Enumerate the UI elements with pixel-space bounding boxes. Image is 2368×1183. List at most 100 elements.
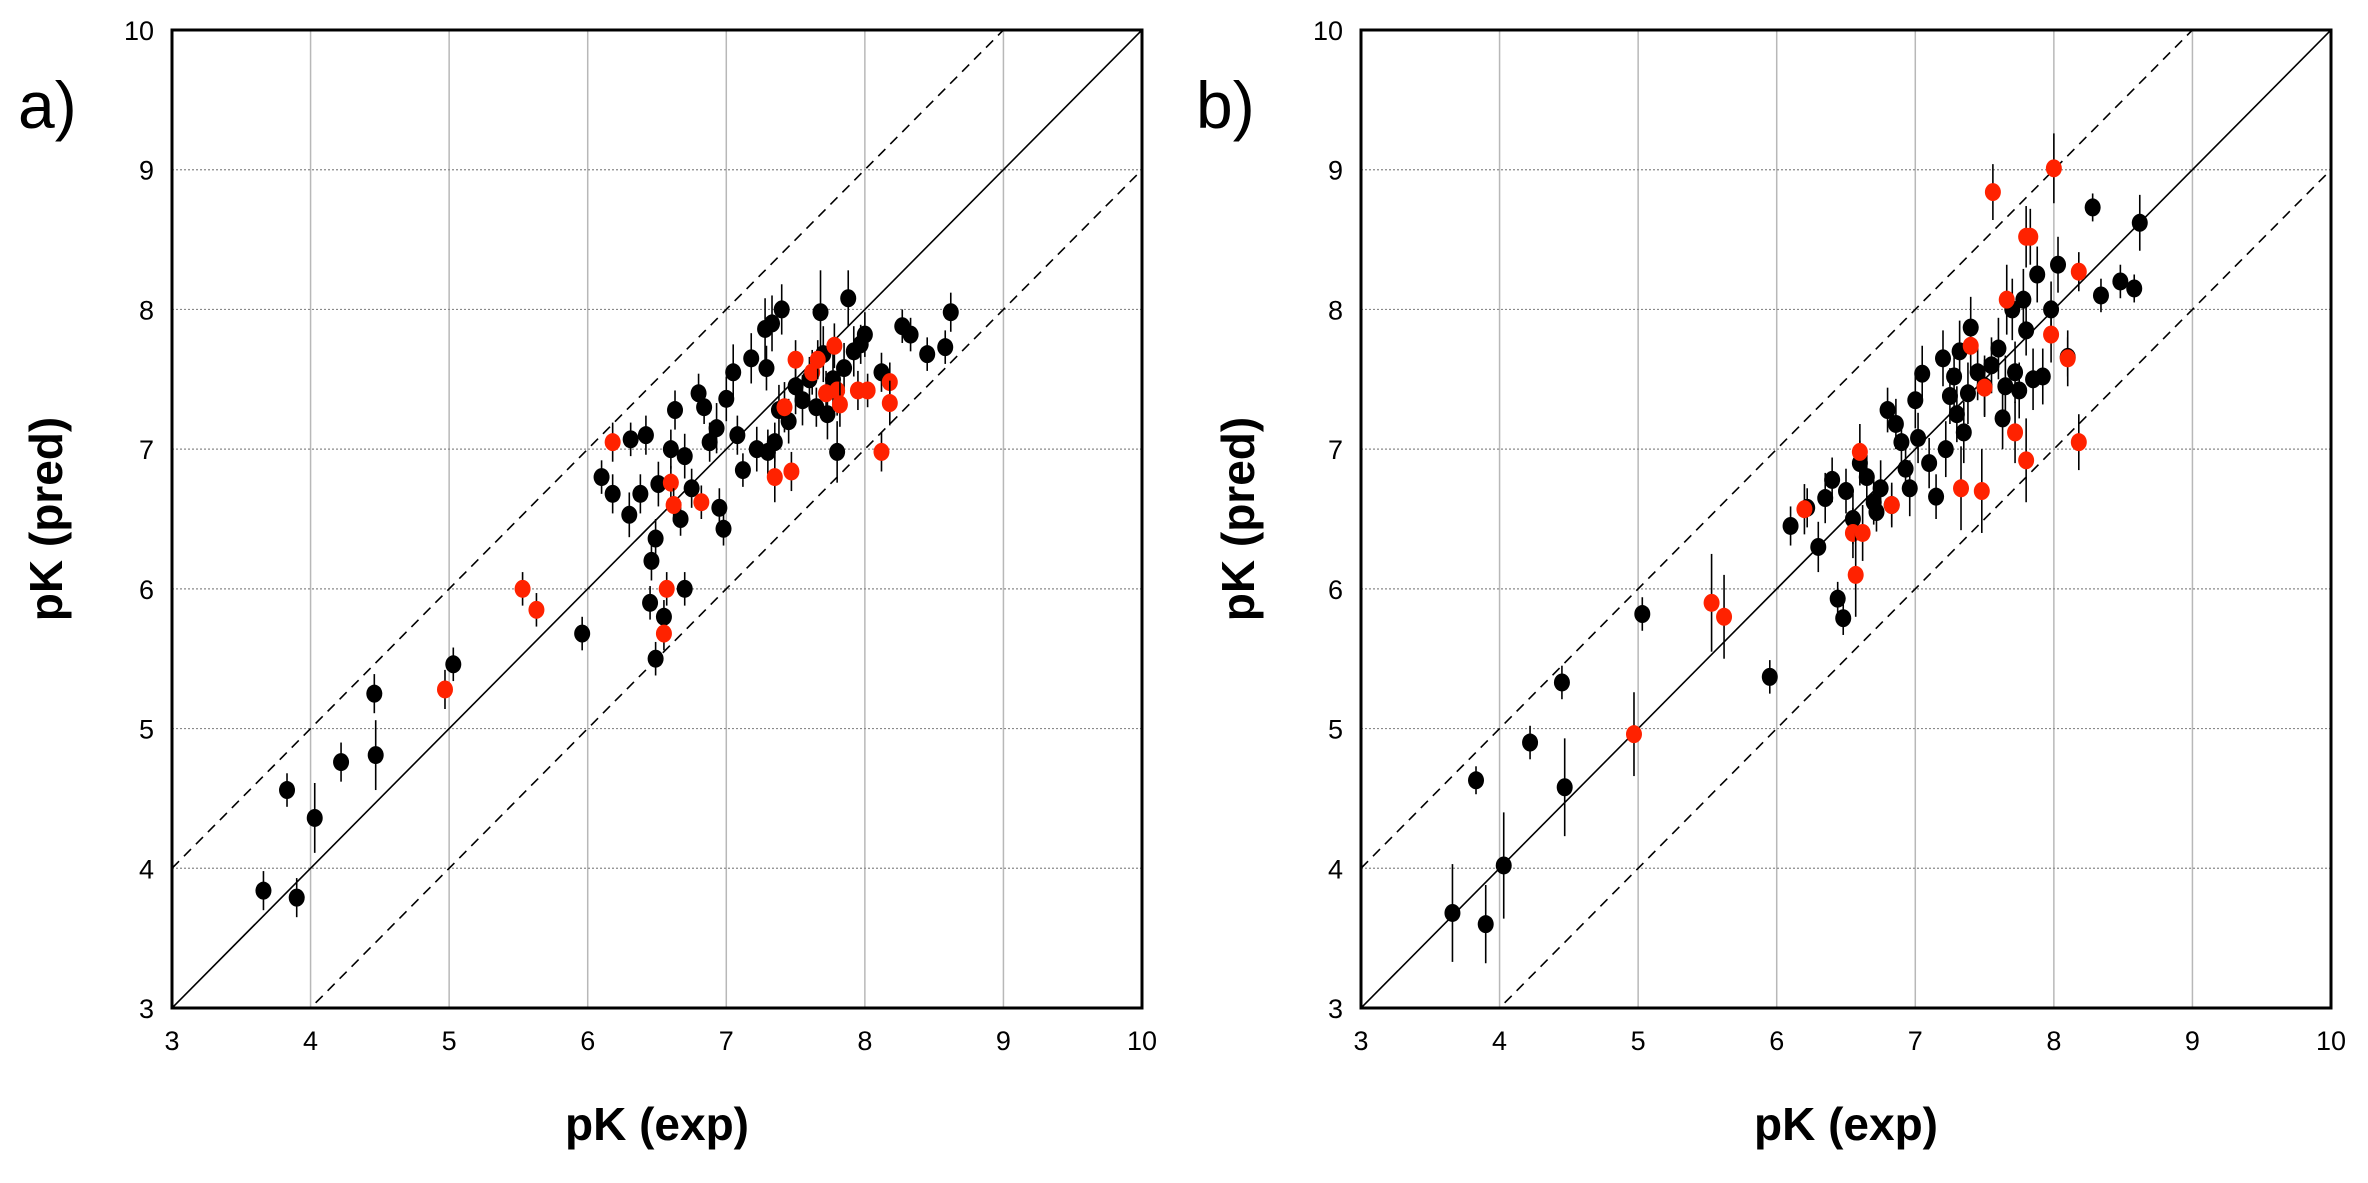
data-point — [1997, 377, 2014, 396]
data-point — [2092, 286, 2109, 305]
data-point — [1969, 363, 1986, 382]
data-point — [2018, 321, 2035, 340]
data-point — [1984, 183, 2001, 202]
data-point — [288, 888, 305, 907]
data-point — [690, 384, 707, 403]
data-point — [2131, 213, 2148, 232]
y-tick-label: 6 — [139, 575, 154, 605]
x-tick-label: 4 — [303, 1026, 318, 1056]
x-tick-label: 9 — [996, 1026, 1011, 1056]
y-tick-label: 3 — [139, 994, 154, 1024]
y-tick-label: 5 — [1328, 715, 1343, 745]
data-point — [647, 649, 664, 668]
data-point — [1477, 915, 1494, 934]
reference-line-dashed — [1498, 169, 2331, 1008]
data-point — [1495, 856, 1512, 875]
data-point — [1556, 778, 1573, 797]
data-point — [696, 398, 713, 417]
x-tick-label: 9 — [2185, 1026, 2200, 1056]
data-point — [856, 325, 873, 344]
data-point — [758, 359, 775, 378]
data-point — [643, 551, 660, 570]
data-point — [1962, 336, 1979, 355]
data-point — [1935, 349, 1951, 368]
series-red-points — [436, 323, 898, 710]
data-point — [701, 433, 718, 452]
data-point — [2070, 262, 2087, 281]
y-tick-label: 9 — [139, 156, 154, 186]
data-point — [622, 430, 639, 449]
y-axis-title: pK (pred) — [1212, 417, 1264, 621]
data-point — [734, 461, 751, 480]
data-point — [574, 624, 591, 643]
data-point — [942, 303, 959, 322]
data-point — [840, 289, 857, 308]
data-point — [637, 426, 654, 445]
data-point — [1522, 733, 1539, 752]
data-point — [1994, 409, 2011, 428]
data-point — [2007, 363, 2024, 382]
data-point — [809, 350, 826, 369]
data-point — [1634, 605, 1651, 624]
y-tick-label: 10 — [124, 16, 154, 46]
data-point — [1761, 667, 1778, 686]
data-point — [718, 389, 735, 408]
data-point — [1893, 433, 1910, 452]
data-point — [1901, 479, 1918, 498]
y-tick-label: 7 — [1328, 435, 1343, 465]
data-point — [859, 381, 876, 400]
data-point — [1838, 482, 1854, 501]
data-point — [2007, 423, 2024, 442]
data-point — [1879, 401, 1896, 420]
data-point — [776, 398, 793, 417]
data-point — [1854, 523, 1871, 542]
data-point — [604, 484, 621, 503]
data-point — [1796, 500, 1813, 519]
data-point — [1553, 673, 1570, 692]
reference-line-dashed — [1361, 30, 2194, 869]
data-point — [1824, 470, 1841, 489]
data-point — [2022, 227, 2039, 246]
data-point — [881, 394, 898, 413]
data-point — [2018, 451, 2035, 470]
data-point — [255, 881, 272, 900]
y-tick-label: 8 — [139, 295, 154, 325]
data-point — [683, 479, 700, 498]
data-point — [829, 381, 846, 400]
data-point — [672, 510, 689, 528]
y-tick-label: 6 — [1328, 575, 1343, 605]
data-point — [1835, 609, 1852, 628]
data-point — [1990, 339, 2007, 358]
data-point — [2126, 279, 2143, 298]
y-tick-label: 4 — [139, 854, 154, 884]
data-point — [593, 468, 610, 487]
data-point — [662, 440, 679, 459]
data-point — [676, 447, 693, 466]
data-point — [1953, 479, 1970, 498]
data-point — [937, 338, 954, 357]
data-point — [836, 359, 853, 378]
data-point — [1941, 387, 1958, 406]
data-point — [2045, 159, 2062, 178]
y-tick-label: 4 — [1328, 854, 1343, 884]
data-point — [1703, 593, 1720, 612]
y-tick-label: 9 — [1328, 156, 1343, 186]
data-point — [1907, 391, 1924, 410]
data-point — [1976, 378, 1993, 397]
data-point — [2050, 255, 2067, 274]
data-point — [764, 314, 781, 333]
data-point — [1959, 384, 1976, 403]
data-point — [1716, 607, 1733, 626]
x-axis-title: pK (exp) — [565, 1098, 749, 1150]
data-point — [1851, 442, 1868, 461]
data-point — [819, 405, 836, 424]
data-point — [2015, 290, 2032, 309]
data-point — [333, 753, 350, 772]
data-point — [783, 462, 800, 481]
y-tick-label: 7 — [139, 435, 154, 465]
data-point — [1883, 496, 1900, 515]
data-point — [1973, 482, 1990, 501]
data-point — [693, 493, 710, 512]
data-point — [725, 363, 742, 382]
data-point — [1858, 468, 1875, 487]
